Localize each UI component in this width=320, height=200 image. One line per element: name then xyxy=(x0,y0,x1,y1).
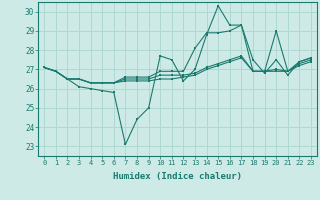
X-axis label: Humidex (Indice chaleur): Humidex (Indice chaleur) xyxy=(113,172,242,181)
